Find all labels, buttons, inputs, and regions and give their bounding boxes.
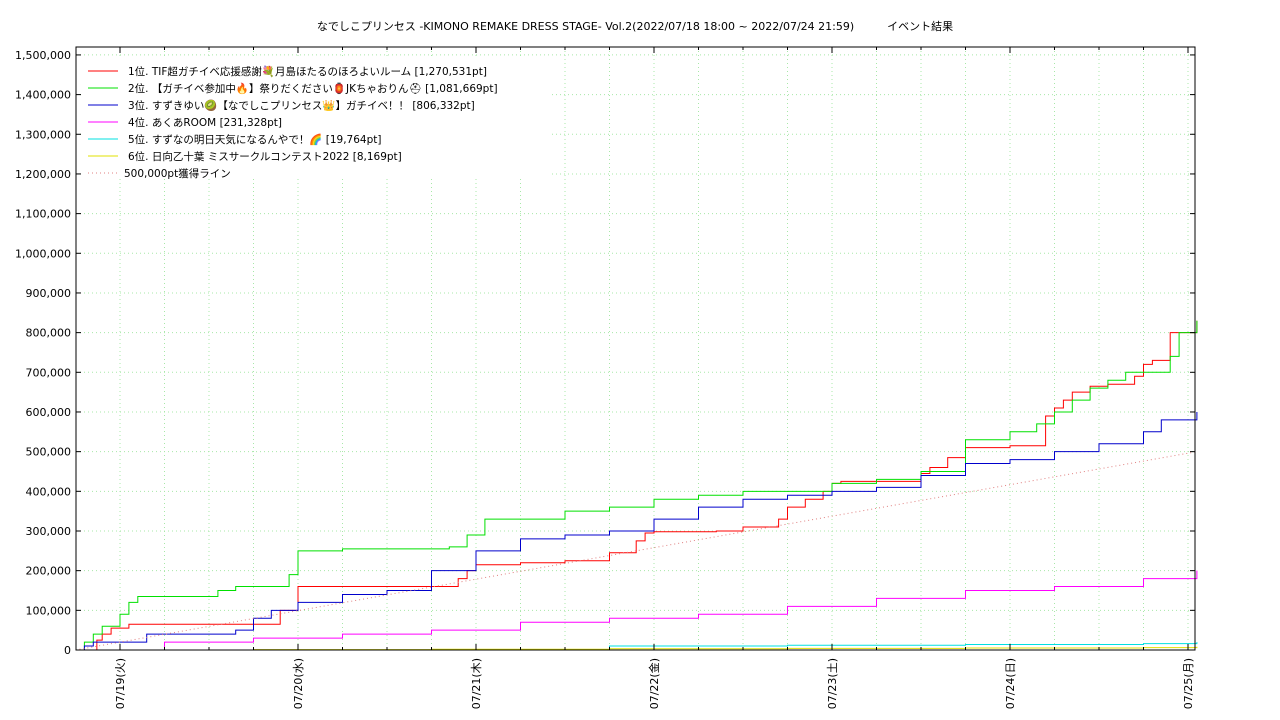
x-tick-label: 07/24(日) xyxy=(1004,658,1017,709)
legend-label-2: 2位. 【ガチイベ参加中🔥】祭りだください🏮JKちゃおりん⛑ [1,081,66… xyxy=(128,82,498,95)
series-line-4 xyxy=(75,570,1198,651)
x-tick-label: 07/20(水) xyxy=(292,658,305,709)
legend: 1位. TIF超ガチイベ応援感謝💐月島ほたるのほろよいルーム [1,270,53… xyxy=(82,57,550,180)
series-group xyxy=(75,320,1198,651)
legend-label-6: 6位. 日向乙十葉 ミスサークルコンテスト2022 [8,169pt] xyxy=(128,150,402,163)
y-tick-label: 800,000 xyxy=(26,327,72,340)
y-tick-label: 1,300,000 xyxy=(15,128,71,141)
legend-label-3: 3位. すずきゆい🥝【なでしこプリンセス👑】ガチイベ！！ [806,332pt] xyxy=(128,98,475,112)
y-tick-label: 900,000 xyxy=(26,287,72,300)
y-tick-label: 1,400,000 xyxy=(15,89,71,102)
series-line-3 xyxy=(75,411,1198,651)
y-tick-label: 400,000 xyxy=(26,485,72,498)
y-tick-label: 1,100,000 xyxy=(15,208,71,221)
y-tick-label: 200,000 xyxy=(26,565,72,578)
legend-label-4: 4位. あくあROOM [231,328pt] xyxy=(128,116,282,129)
y-tick-label: 100,000 xyxy=(26,604,72,617)
x-tick-label: 07/21(木) xyxy=(470,658,483,709)
legend-background xyxy=(82,57,550,179)
y-axis: 0 100,000 200,000 300,000 400,000 500,000 600,… xyxy=(15,49,1195,657)
legend-label-1: 1位. TIF超ガチイベ応援感謝💐月島ほたるのほろよいルーム [1,270,53… xyxy=(128,65,487,78)
x-tick-label: 07/22(金) xyxy=(647,658,661,709)
y-tick-label: 1,200,000 xyxy=(15,168,71,181)
x-tick-label: 07/23(土) xyxy=(826,658,839,709)
legend-label-7: 500,000pt獲得ライン xyxy=(124,167,231,180)
plot-frame xyxy=(75,46,1196,651)
chart-title: なでしこプリンセス -KIMONO REMAKE DRESS STAGE- Vo… xyxy=(316,20,954,33)
y-tick-label: 1,500,000 xyxy=(15,49,71,62)
x-tick-label: 07/25(月) xyxy=(1182,658,1195,709)
x-axis: 07/19(火) 07/20(水) 07/21(木) 07/22(金) 07/23(土)… xyxy=(114,47,1195,709)
x-tick-label: 07/19(火) xyxy=(114,658,127,709)
y-tick-label: 0 xyxy=(64,644,71,657)
y-tick-label: 700,000 xyxy=(26,366,72,379)
y-tick-label: 500,000 xyxy=(26,446,72,459)
series-line-2 xyxy=(75,320,1198,651)
legend-label-5: 5位. すずなの明日天気になるんやで！🌈 [19,764pt] xyxy=(128,133,381,146)
series-line-1 xyxy=(75,320,1198,651)
y-tick-label: 1,000,000 xyxy=(15,247,71,260)
y-tick-label: 600,000 xyxy=(26,406,72,419)
y-tick-label: 300,000 xyxy=(26,525,72,538)
